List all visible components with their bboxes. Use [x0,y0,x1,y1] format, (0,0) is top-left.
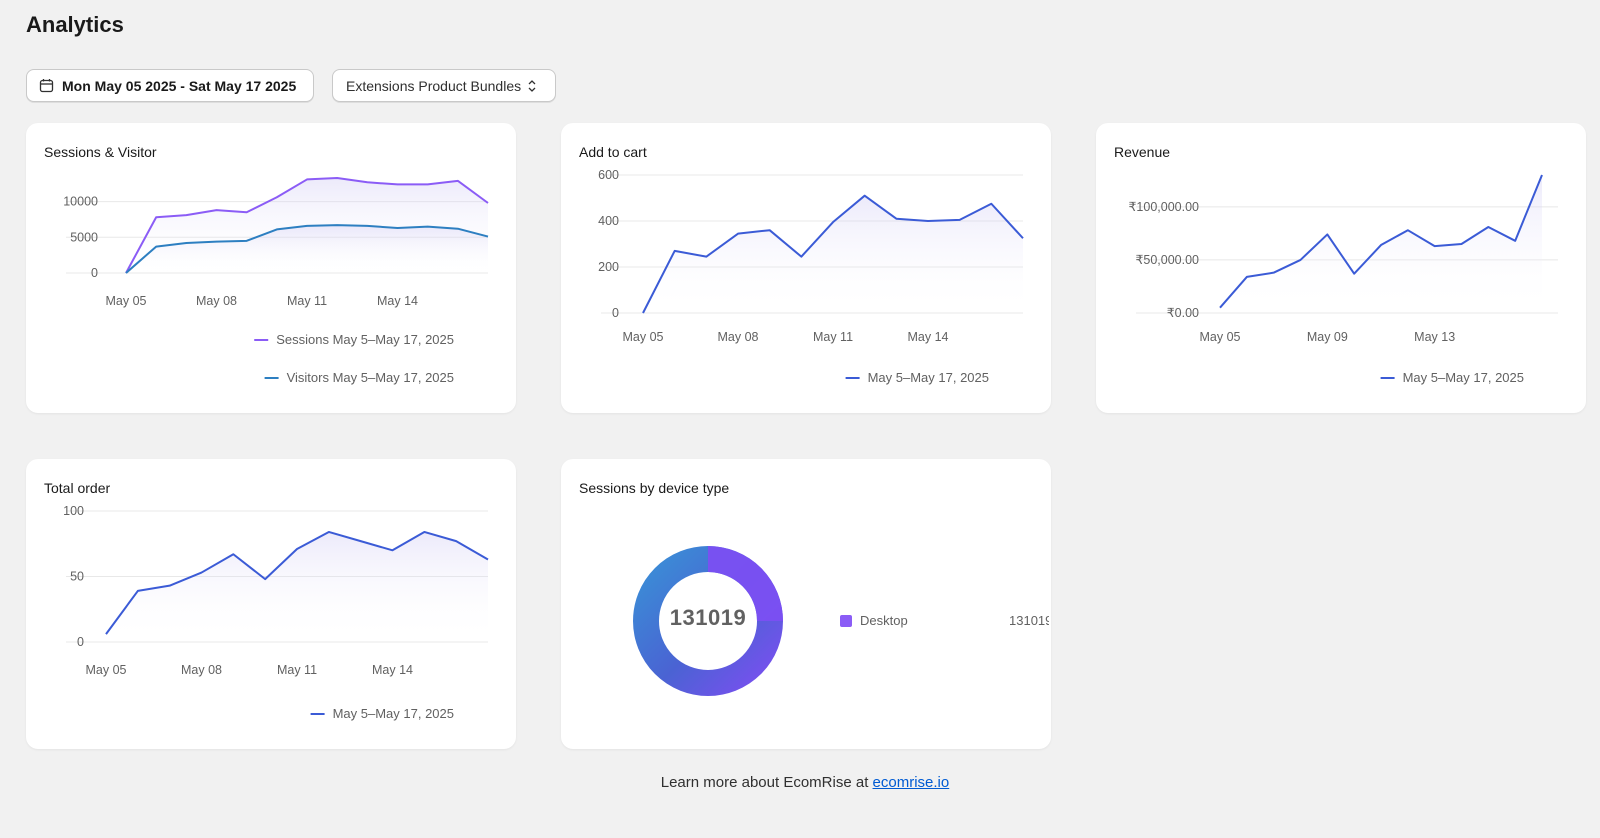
card-title: Revenue [1114,144,1171,160]
y-tick-label: 400 [598,214,619,228]
legend-label: May 5–May 17, 2025 [868,370,989,385]
x-tick-label: May 08 [196,294,237,308]
date-range-picker[interactable]: Mon May 05 2025 - Sat May 17 2025 [26,69,314,102]
y-tick-label: 50 [70,570,84,584]
x-tick-label: May 05 [106,294,147,308]
legend-item-desktop[interactable]: Desktop [840,613,908,628]
y-tick-label: 600 [598,168,619,182]
total-order-chart: 0 50 100 May 05 May 08 May 11 May 14 May 5–May … [63,504,489,721]
series-line[interactable] [105,530,489,635]
x-tick-label: May 14 [908,330,949,344]
x-tick-label: May 14 [372,663,413,677]
x-tick-label: May 11 [287,294,327,308]
add-to-cart-card: Add to cart 0 200 400 600 May 05 May 08 May 11… [561,123,1051,413]
y-tick-label: 0 [612,306,619,320]
y-tick-label: 5000 [70,230,98,244]
x-tick-label: May 05 [86,663,127,677]
revenue-chart: ₹0.00 ₹50,000.00 ₹100,000.00 May 05 May 09 Ma… [1128,174,1558,385]
product-filter-select[interactable]: Extensions Product Bundles [332,69,556,102]
date-range-label: Mon May 05 2025 - Sat May 17 2025 [62,77,297,94]
add-to-cart-chart: 0 200 400 600 May 05 May 08 May 11 May 14 May 5–… [598,168,1024,385]
y-tick-label: ₹50,000.00 [1135,253,1199,267]
revenue-card: Revenue ₹0.00 ₹50,000.00 ₹100,000.00 May 05… [1096,123,1586,413]
sessions-visitor-card: Sessions & Visitor 0 5000 10000 May 05 May 0… [26,123,516,413]
y-tick-label: 200 [598,260,619,274]
card-title: Total order [44,480,111,496]
page-title: Analytics [26,12,124,37]
y-tick-label: 0 [77,635,84,649]
x-tick-label: May 14 [377,294,418,308]
product-filter-label: Extensions Product Bundles [346,77,522,94]
sessions-visitor-chart: 0 5000 10000 May 05 May 08 May 11 May 14 Sessio… [63,177,489,385]
legend-value-desktop: 131019 [1009,613,1049,628]
device-donut-chart [633,546,783,696]
legend-label: May 5–May 17, 2025 [1403,370,1524,385]
card-title: Sessions & Visitor [44,144,157,160]
donut-total: 131019 [669,605,747,630]
x-tick-label: May 11 [277,663,317,677]
calendar-icon [39,78,54,93]
y-tick-label: ₹100,000.00 [1128,200,1199,214]
series-area [106,531,488,642]
legend-label: Sessions May 5–May 17, 2025 [276,332,454,347]
x-tick-label: May 13 [1414,330,1455,344]
card-title: Add to cart [579,144,647,160]
donut-highlight [708,546,783,621]
x-tick-label: May 11 [813,330,853,344]
total-order-card: Total order 0 50 100 May 05 May 08 May 11 May … [26,459,516,749]
y-tick-label: ₹0.00 [1167,306,1199,320]
legend-swatch [840,614,852,627]
x-tick-label: May 09 [1307,330,1348,344]
select-arrows-icon [527,79,537,93]
series-line[interactable] [642,194,1024,314]
series-line[interactable] [125,224,489,274]
footer: Learn more about EcomRise at ecomrise.io [0,774,1600,791]
legend-label: Desktop [860,613,908,628]
x-tick-label: May 05 [1200,330,1241,344]
x-tick-label: May 08 [718,330,759,344]
y-tick-label: 100 [63,504,84,518]
series-line[interactable] [125,177,489,274]
y-tick-label: 0 [91,266,98,280]
legend-label: Visitors May 5–May 17, 2025 [287,370,454,385]
series-line[interactable] [1219,174,1543,309]
footer-link[interactable]: ecomrise.io [872,774,950,791]
series-area [126,225,488,273]
series-area [643,195,1023,313]
card-title: Sessions by device type [579,480,730,496]
x-tick-label: May 05 [623,330,664,344]
x-tick-label: May 08 [181,663,222,677]
footer-text: Learn more about EcomRise at [660,774,869,791]
series-area [1220,175,1542,313]
legend-label: May 5–May 17, 2025 [333,706,454,721]
y-tick-label: 10000 [63,195,98,209]
